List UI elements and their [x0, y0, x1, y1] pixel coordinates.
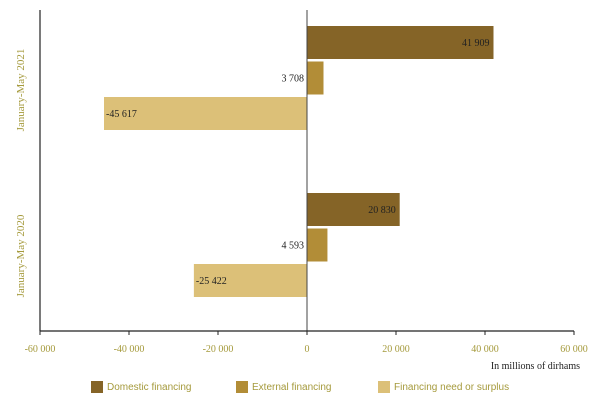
legend: Domestic financing External financing Fi…	[0, 380, 599, 398]
bar-data-label: -45 617	[106, 109, 137, 120]
bar-data-label: 4 593	[282, 241, 305, 252]
category-label-2021: January-May 2021	[15, 49, 27, 132]
unit-note: In millions of dirhams	[491, 361, 580, 372]
legend-label-domestic: Domestic financing	[107, 381, 192, 393]
value-axis-ticks: -60 000 -40 000 -20 000 0 20 000 40 000 60 000	[25, 331, 588, 355]
category-label-2020: January-May 2020	[15, 214, 27, 297]
bar	[307, 228, 328, 262]
bar	[193, 264, 307, 297]
x-tick-label: 0	[305, 344, 310, 355]
bar-data-label: 41 909	[462, 38, 490, 49]
bar	[307, 193, 400, 226]
bar	[307, 26, 494, 59]
legend-swatch-external	[236, 381, 248, 393]
bar	[104, 97, 307, 130]
bar-data-label: -25 422	[196, 276, 227, 287]
x-tick-label: -60 000	[25, 344, 56, 355]
legend-item-external: External financing	[236, 380, 332, 394]
legend-label-financing-need: Financing need or surplus	[394, 381, 510, 393]
legend-item-domestic: Domestic financing	[91, 380, 191, 394]
bar	[307, 61, 324, 95]
x-tick-label: -20 000	[203, 344, 234, 355]
bar-data-labels: 41 909 3 708 -45 617 20 830 4 593 -25 422	[106, 38, 489, 287]
category-axis-labels: January-May 2021 January-May 2020	[15, 49, 27, 298]
bars-group	[104, 26, 494, 297]
bar-data-label: 20 830	[368, 205, 396, 216]
x-tick-label: -40 000	[114, 344, 145, 355]
bar-data-label: 3 708	[282, 74, 305, 85]
x-tick-label: 20 000	[382, 344, 410, 355]
x-tick-label: 60 000	[560, 344, 588, 355]
legend-item-financing-need: Financing need or surplus	[378, 380, 509, 394]
x-tick-label: 40 000	[471, 344, 499, 355]
legend-swatch-domestic	[91, 381, 103, 393]
legend-label-external: External financing	[252, 381, 332, 393]
legend-swatch-financing-need	[378, 381, 390, 393]
